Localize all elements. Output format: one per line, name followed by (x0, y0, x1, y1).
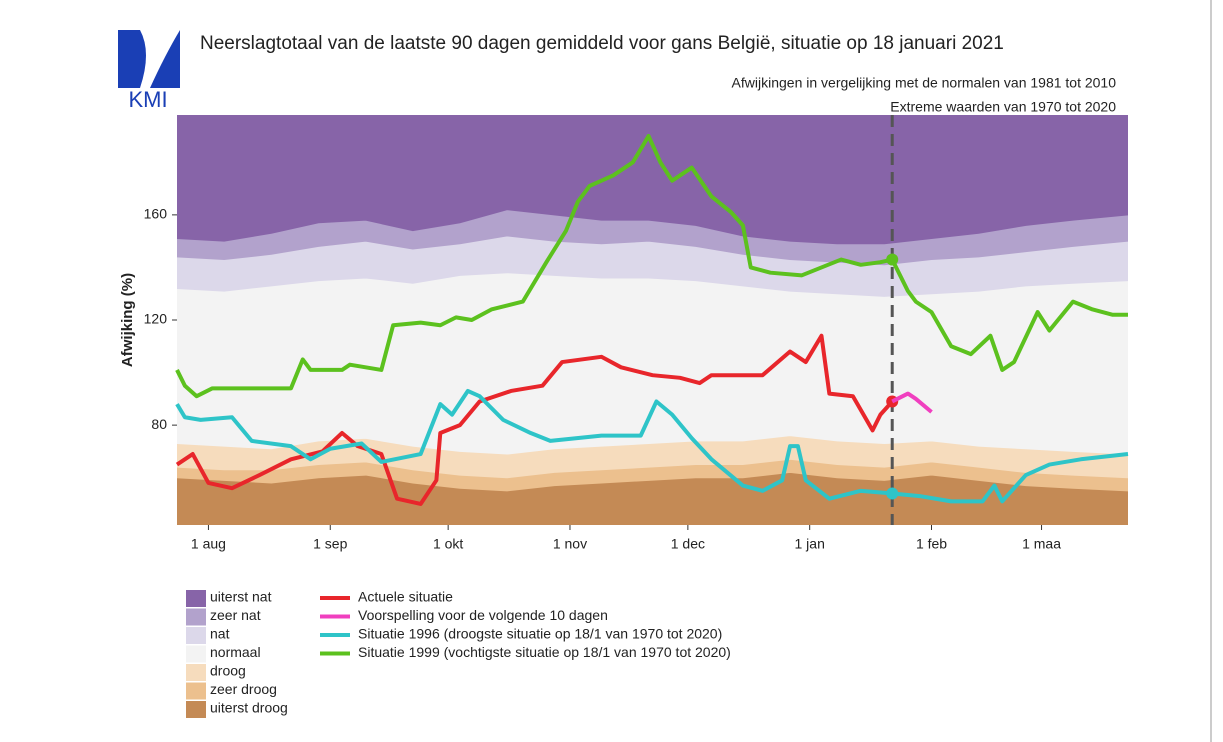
logo: KMI (118, 30, 180, 112)
band-boundary (176, 235, 1129, 266)
x-tick-label: 1 jan (795, 536, 825, 552)
band (177, 272, 1128, 455)
subtitle: Afwijkingen in vergelijking met de norma… (732, 75, 1117, 91)
legend-swatch (186, 627, 206, 644)
reference-point (886, 253, 899, 266)
band (177, 115, 1128, 244)
x-tick-label: 1 feb (916, 536, 947, 552)
logo-shape (150, 30, 180, 88)
legend-label: Situatie 1996 (droogste situatie op 18/1… (358, 626, 722, 642)
series-line (175, 388, 1129, 504)
legend-label: uiterst nat (210, 589, 272, 605)
x-tick-label: 1 okt (433, 536, 463, 552)
legend-label: droog (210, 663, 246, 679)
series-line (175, 134, 1128, 399)
legend-label: nat (210, 626, 230, 642)
band (177, 235, 1128, 297)
legend-swatch (186, 664, 206, 681)
y-tick-label: 160 (144, 206, 168, 222)
y-axis-label: Afwijking (%) (119, 273, 136, 367)
y-tick-label: 120 (144, 311, 168, 327)
logo-text: KMI (128, 87, 167, 112)
reference-point (886, 487, 899, 500)
legend-label: Actuele situatie (358, 589, 453, 605)
legend-label: zeer droog (210, 681, 277, 697)
logo-shape (118, 30, 146, 88)
series-line (891, 391, 933, 414)
y-tick-label: 80 (151, 416, 167, 432)
band (177, 472, 1128, 525)
legend-label: Voorspelling voor de volgende 10 dagen (358, 607, 608, 623)
legend-label: normaal (210, 644, 261, 660)
legend-swatch (186, 645, 206, 663)
x-tick-label: 1 aug (191, 536, 226, 552)
legend-label: uiterst droog (210, 700, 288, 716)
legend-swatch (186, 682, 206, 700)
band-boundary (176, 458, 1129, 479)
x-tick-label: 1 sep (313, 536, 347, 552)
chart-title: Neerslagtotaal van de laatste 90 dagen g… (200, 33, 1004, 54)
band (177, 435, 1128, 478)
legend-label: zeer nat (210, 607, 261, 623)
band-boundary (176, 272, 1129, 297)
x-tick-label: 1 nov (553, 536, 587, 552)
legend-swatch (186, 590, 206, 607)
subtitle: Extreme waarden van 1970 tot 2020 (890, 99, 1116, 115)
band-boundary (176, 209, 1129, 245)
x-tick-label: 1 dec (671, 536, 705, 552)
legend-label: Situatie 1999 (vochtigste situatie op 18… (358, 644, 731, 660)
legend-swatch (186, 608, 206, 626)
legend-swatch (186, 701, 206, 718)
band-boundary (176, 471, 1129, 492)
band (177, 209, 1128, 265)
x-tick-label: 1 maa (1022, 536, 1061, 552)
